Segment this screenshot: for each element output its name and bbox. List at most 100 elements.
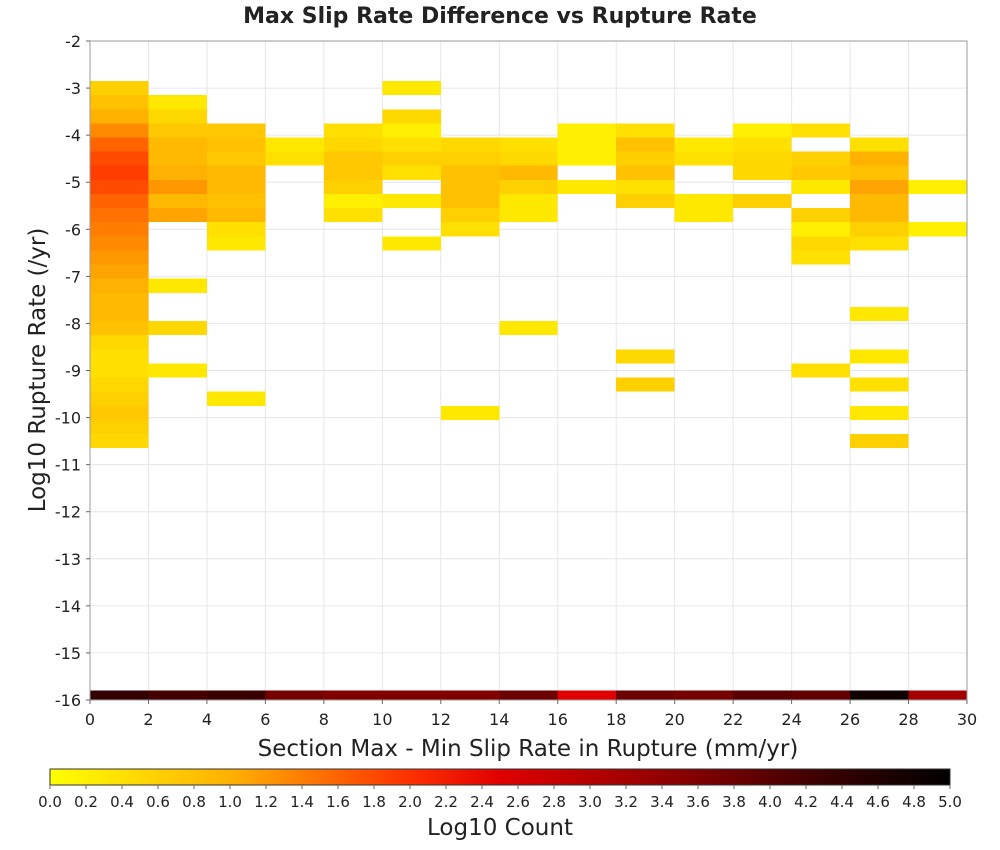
heatmap-cell bbox=[499, 193, 558, 209]
heatmap-cell bbox=[90, 236, 149, 251]
chart-title: Max Slip Rate Difference vs Rupture Rate bbox=[243, 4, 757, 29]
colorbar-tick-label: 3.2 bbox=[614, 793, 638, 811]
heatmap-cell bbox=[90, 391, 149, 406]
heatmap-cell bbox=[850, 405, 909, 420]
heatmap-cell bbox=[733, 137, 792, 152]
colorbar-tick-label: 2.2 bbox=[434, 793, 458, 811]
heatmap-cell bbox=[382, 165, 441, 180]
heatmap-cell bbox=[206, 222, 266, 237]
y-tick-label: -2 bbox=[65, 32, 81, 51]
heatmap-cell bbox=[90, 690, 149, 700]
heatmap-cell bbox=[90, 306, 149, 322]
heatmap-cell bbox=[850, 306, 909, 322]
heatmap-cell bbox=[733, 690, 792, 700]
heatmap-cell bbox=[148, 109, 207, 124]
heatmap-cell bbox=[499, 137, 558, 152]
heatmap-cell bbox=[850, 222, 909, 237]
heatmap-cell bbox=[616, 151, 675, 166]
y-tick-label: -5 bbox=[65, 173, 81, 192]
heatmap-cell bbox=[499, 208, 558, 223]
heatmap-cell bbox=[499, 151, 558, 166]
colorbar-tick-label: 1.0 bbox=[218, 793, 242, 811]
heatmap-cell bbox=[440, 405, 500, 420]
heatmap-cell bbox=[90, 349, 149, 364]
heatmap-cell bbox=[791, 236, 851, 251]
heatmap-cell bbox=[850, 690, 909, 700]
heatmap-cell bbox=[90, 335, 149, 350]
heatmap-cell bbox=[850, 434, 909, 449]
heatmap-cell bbox=[206, 208, 266, 223]
colorbar-tick-label: 3.0 bbox=[578, 793, 602, 811]
x-tick-label: 24 bbox=[781, 710, 801, 729]
y-tick-label: -8 bbox=[65, 314, 81, 333]
colorbar-tick-label: 4.8 bbox=[902, 793, 926, 811]
heatmap-cell bbox=[440, 690, 500, 700]
heatmap-cell bbox=[90, 123, 149, 138]
heatmap-cell bbox=[148, 151, 207, 166]
heatmap-cell bbox=[850, 377, 909, 392]
y-tick-label: -7 bbox=[65, 267, 81, 286]
heatmap-cell bbox=[733, 123, 792, 138]
heatmap-cell bbox=[850, 349, 909, 364]
heatmap-cell bbox=[323, 137, 383, 152]
colorbar-tick-label: 2.8 bbox=[542, 793, 566, 811]
colorbar-tick-label: 4.6 bbox=[866, 793, 890, 811]
heatmap-cell bbox=[206, 236, 266, 251]
heatmap-cell bbox=[674, 690, 734, 700]
heatmap-cell bbox=[206, 391, 266, 406]
heatmap-cell bbox=[382, 81, 441, 96]
heatmap-cell bbox=[674, 193, 734, 209]
heatmap-cell bbox=[791, 151, 851, 166]
colorbar-tick-label: 1.4 bbox=[290, 793, 314, 811]
heatmap-cell bbox=[90, 363, 149, 378]
colorbar-tick-label: 5.0 bbox=[938, 793, 962, 811]
heatmap-cell bbox=[850, 236, 909, 251]
heatmap-cell bbox=[382, 151, 441, 166]
heatmap-cell bbox=[323, 208, 383, 223]
heatmap-cell bbox=[148, 123, 207, 138]
heatmap-cell bbox=[90, 419, 149, 435]
x-tick-label: 16 bbox=[548, 710, 568, 729]
heatmap-cell bbox=[850, 208, 909, 223]
y-tick-label: -15 bbox=[55, 644, 81, 663]
x-tick-label: 28 bbox=[898, 710, 918, 729]
heatmap-cell bbox=[616, 179, 675, 194]
heatmap-cell bbox=[90, 165, 149, 180]
y-axis-ticks: -2 -3 -4 -5 -6 -7 -8 -9 -10 -11 -12 -13 -14 -15 -16 bbox=[55, 32, 90, 710]
heatmap-cell bbox=[323, 690, 383, 700]
x-tick-label: 14 bbox=[489, 710, 509, 729]
heatmap-cell bbox=[850, 151, 909, 166]
x-axis-ticks: 0 2 4 6 8 10 12 14 16 18 20 22 24 26 28 30 bbox=[85, 700, 977, 729]
heatmap-cell bbox=[148, 95, 207, 110]
heatmap-cell bbox=[850, 165, 909, 180]
heatmap-cell bbox=[323, 123, 383, 138]
heatmap-cell bbox=[206, 165, 266, 180]
heatmap-cell bbox=[90, 81, 149, 96]
y-tick-label: -14 bbox=[55, 597, 81, 616]
heatmap-cell bbox=[674, 137, 734, 152]
heatmap-cell bbox=[206, 193, 266, 209]
heatmap-cell bbox=[206, 151, 266, 166]
heatmap-cell bbox=[674, 208, 734, 223]
colorbar-tick-label: 3.6 bbox=[686, 793, 710, 811]
heatmap-cell bbox=[616, 137, 675, 152]
heatmap-cell bbox=[90, 208, 149, 223]
heatmap-cell bbox=[616, 123, 675, 138]
heatmap-cell bbox=[90, 109, 149, 124]
heatmap-cell bbox=[323, 193, 383, 209]
colorbar-tick-label: 1.8 bbox=[362, 793, 386, 811]
colorbar-tick-label: 0.0 bbox=[38, 793, 62, 811]
heatmap-cell bbox=[148, 690, 207, 700]
heatmap-cell bbox=[791, 208, 851, 223]
x-tick-label: 0 bbox=[85, 710, 95, 729]
y-tick-label: -10 bbox=[55, 409, 81, 428]
heatmap-cell bbox=[616, 690, 675, 700]
colorbar-tick-label: 2.6 bbox=[506, 793, 530, 811]
colorbar-tick-label: 1.6 bbox=[326, 793, 350, 811]
heatmap-cell bbox=[557, 179, 617, 194]
heatmap-cell bbox=[323, 179, 383, 194]
y-tick-label: -3 bbox=[65, 79, 81, 98]
x-tick-label: 4 bbox=[202, 710, 212, 729]
heatmap-cell bbox=[382, 193, 441, 209]
heatmap-cell bbox=[499, 165, 558, 180]
